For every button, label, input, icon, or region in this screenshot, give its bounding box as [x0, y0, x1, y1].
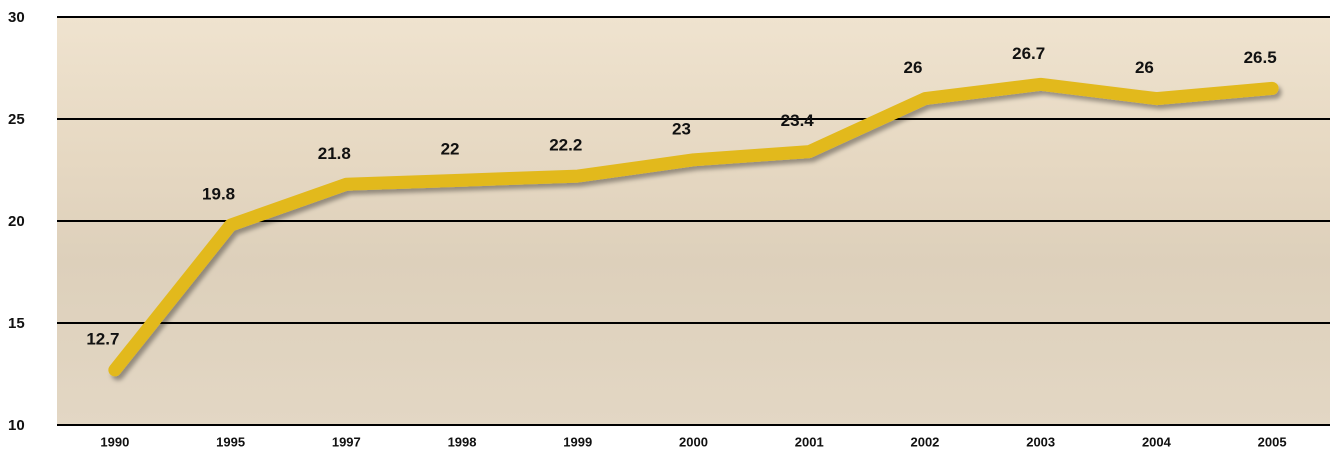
- y-tick-label: 20: [8, 213, 25, 230]
- data-label: 23: [672, 119, 691, 138]
- x-tick-label: 2005: [1258, 434, 1287, 449]
- x-tick-label: 2001: [795, 434, 824, 449]
- data-label: 21.8: [318, 144, 351, 163]
- data-label: 26.7: [1012, 44, 1045, 63]
- x-tick-label: 1995: [216, 434, 245, 449]
- x-tick-label: 1990: [100, 434, 129, 449]
- x-tick-label: 1997: [332, 434, 361, 449]
- x-tick-label: 2000: [679, 434, 708, 449]
- data-label: 12.7: [86, 329, 119, 348]
- x-tick-label: 1999: [563, 434, 592, 449]
- x-tick-label: 1998: [448, 434, 477, 449]
- data-label: 19.8: [202, 185, 235, 204]
- x-tick-label: 2002: [910, 434, 939, 449]
- data-label: 23.4: [781, 111, 815, 130]
- y-tick-label: 15: [8, 315, 25, 332]
- data-label: 22.2: [549, 136, 582, 155]
- y-tick-label: 10: [8, 417, 25, 434]
- chart: 12.7 19.8 21.8 22 22.2 23 23.4 26 26.7 26 26.5 10 1…: [0, 0, 1330, 450]
- x-tick-label: 2003: [1026, 434, 1055, 449]
- data-label: 26: [1135, 58, 1154, 77]
- data-label: 26: [903, 58, 922, 77]
- y-tick-label: 25: [8, 111, 25, 128]
- y-tick-label: 30: [8, 9, 25, 26]
- data-label: 22: [441, 140, 460, 159]
- data-label: 26.5: [1244, 48, 1277, 67]
- x-tick-label: 2004: [1142, 434, 1172, 449]
